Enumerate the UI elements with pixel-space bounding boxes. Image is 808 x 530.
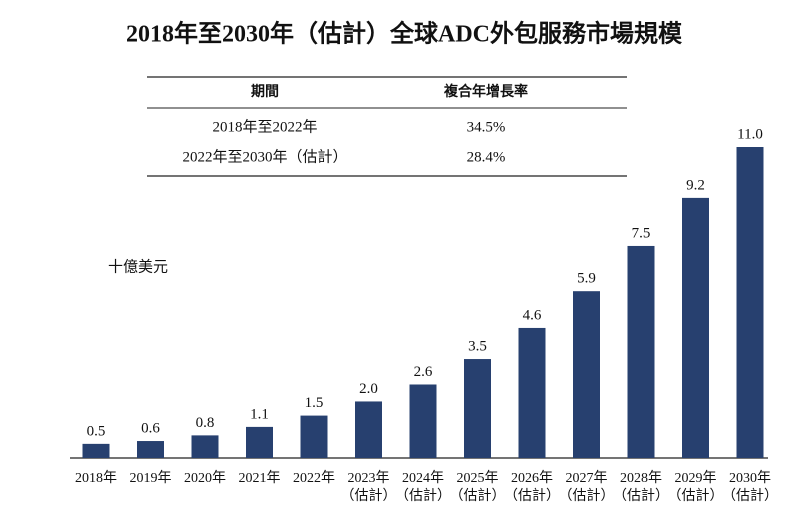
value-label: 2.6 bbox=[414, 364, 433, 380]
table-cell: 28.4% bbox=[467, 149, 506, 165]
value-label: 3.5 bbox=[468, 338, 487, 354]
value-label: 1.1 bbox=[250, 406, 269, 422]
value-label: 0.6 bbox=[141, 420, 160, 436]
bar bbox=[137, 441, 164, 458]
bar bbox=[736, 147, 764, 458]
table-cell: 2018年至2022年 bbox=[212, 118, 317, 135]
x-tick-label: 2027年 （估計） bbox=[558, 471, 615, 504]
x-tick-label: 2029年 （估計） bbox=[667, 471, 724, 504]
unit-label: 十億美元 bbox=[108, 258, 168, 275]
bar bbox=[355, 401, 382, 458]
x-tick-label: 2018年 bbox=[75, 471, 117, 486]
chart-title: 2018年至2030年（估計）全球ADC外包服務市場規模 bbox=[126, 20, 683, 48]
x-tick-label: 2020年 bbox=[184, 471, 226, 486]
value-label: 11.0 bbox=[737, 126, 763, 142]
bar bbox=[573, 291, 600, 458]
bar bbox=[518, 327, 546, 458]
bar bbox=[627, 245, 655, 458]
value-label: 9.2 bbox=[686, 177, 705, 193]
value-label: 1.5 bbox=[305, 395, 324, 411]
x-tick-label: 2025年 （估計） bbox=[449, 471, 506, 504]
x-tick-label: 2021年 bbox=[238, 471, 281, 486]
x-tick-label: 2023年 （估計） bbox=[340, 471, 397, 504]
table-cell: 2022年至2030年（估計） bbox=[182, 148, 347, 165]
table-cell: 34.5% bbox=[467, 119, 506, 135]
x-tick-label: 2022年 bbox=[293, 471, 335, 486]
value-label: 4.6 bbox=[523, 307, 542, 323]
x-tick-label: 2030年 （估計） bbox=[722, 471, 778, 504]
bar bbox=[409, 384, 437, 458]
x-tick-label: 2024年 （估計） bbox=[395, 471, 451, 504]
bar bbox=[191, 435, 219, 458]
table-header: 複合年增長率 bbox=[443, 83, 528, 100]
bar bbox=[300, 415, 328, 458]
value-label: 0.8 bbox=[196, 415, 215, 431]
bar bbox=[682, 197, 709, 458]
x-tick-label: 2028年 （估計） bbox=[613, 471, 669, 504]
table-header: 期間 bbox=[251, 84, 279, 100]
x-tick-label: 2026年 （估計） bbox=[504, 471, 560, 504]
bar bbox=[82, 443, 110, 458]
bar bbox=[464, 359, 491, 458]
x-tick-label: 2019年 bbox=[129, 471, 172, 486]
value-label: 0.5 bbox=[87, 423, 106, 439]
value-label: 7.5 bbox=[632, 225, 651, 241]
bar bbox=[246, 426, 273, 458]
value-label: 5.9 bbox=[577, 271, 596, 287]
value-label: 2.0 bbox=[359, 381, 378, 397]
